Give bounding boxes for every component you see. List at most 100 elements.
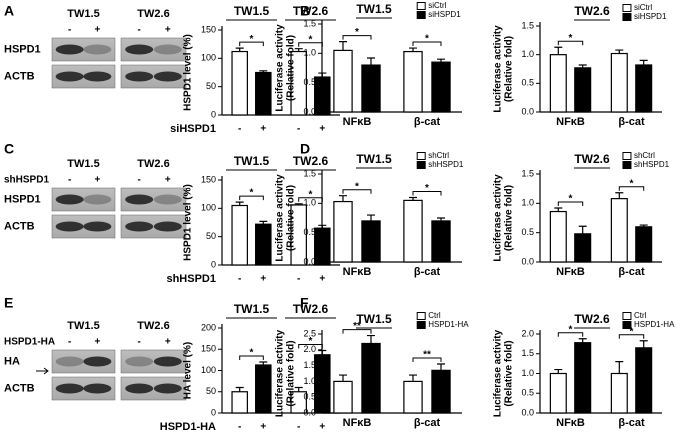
legend-label: siHSPD1 — [634, 12, 667, 21]
panel-label: B — [300, 3, 310, 19]
blot-sign: - — [68, 175, 71, 186]
panel-label: F — [300, 295, 309, 311]
error-bar — [339, 374, 347, 382]
error-bar — [615, 361, 624, 374]
y-tick-label: 1.0 — [521, 198, 534, 208]
bar — [255, 71, 272, 116]
bar — [403, 50, 423, 113]
significance-label: * — [630, 178, 634, 189]
blot-band — [83, 221, 112, 232]
y-tick-label: 1.0 — [303, 198, 316, 208]
significance-bracket — [618, 334, 645, 339]
blot-band — [153, 71, 182, 82]
x-tick-label: β-cat — [618, 116, 645, 128]
error-bar — [615, 49, 624, 54]
x-sign: - — [297, 422, 300, 433]
legend-swatch — [622, 321, 632, 329]
panel-label: E — [4, 295, 13, 311]
chart-title: TW1.5 — [356, 312, 392, 326]
blot-sign: + — [94, 175, 100, 186]
blot-band — [153, 383, 182, 394]
y-tick-label: 0.5 — [303, 77, 316, 87]
y-tick-label: 2.5 — [303, 328, 316, 338]
error-bar — [259, 70, 268, 73]
blot-treatment: shHSPD1 — [4, 175, 49, 186]
x-axis-label: siHSPD1 — [170, 123, 216, 135]
blot-band — [83, 383, 112, 394]
bar — [635, 347, 653, 414]
y-tick-label: 150 — [201, 174, 216, 184]
significance-bracket — [342, 329, 372, 334]
chart-title: TW2.6 — [574, 152, 610, 166]
error-bar — [437, 217, 445, 221]
significance-label: * — [250, 34, 254, 45]
blot-row-label: HSPD1 — [4, 43, 41, 55]
x-sign: - — [238, 124, 241, 135]
x-tick-label: NFκB — [343, 266, 372, 278]
y-tick-label: 1.5 — [303, 18, 316, 28]
error-bar — [554, 368, 563, 374]
y-axis-label: (Relative fold) — [504, 185, 515, 251]
x-sign: + — [319, 422, 325, 433]
blot-band — [83, 194, 112, 205]
bar — [431, 61, 451, 113]
y-axis-label: Luciferase activity — [493, 174, 504, 262]
chart-title: TW1.5 — [356, 2, 392, 16]
legend-swatch — [416, 161, 426, 169]
x-sign: - — [297, 274, 300, 285]
legend-swatch — [622, 152, 632, 160]
legend-label: shCtrl — [428, 151, 449, 160]
blot-image — [120, 37, 187, 62]
y-tick-label: 0.5 — [521, 227, 534, 237]
blot-header: TW2.6 — [137, 8, 169, 20]
legend-label: siHSPD1 — [428, 10, 461, 19]
blot-header: TW1.5 — [67, 320, 99, 332]
blot-band — [55, 383, 84, 394]
blot-band — [55, 44, 84, 55]
blot-row-label: ACTB — [4, 220, 35, 232]
y-tick-label: 0.0 — [303, 106, 316, 116]
blot-header: TW1.5 — [67, 158, 99, 170]
x-sign: + — [260, 422, 266, 433]
y-tick-label: 1.5 — [521, 20, 534, 30]
legend-swatch — [416, 312, 426, 320]
y-tick-label: 100 — [201, 53, 216, 63]
chart-title: TW2.6 — [574, 312, 610, 326]
blot-sign: + — [165, 25, 171, 36]
significance-bracket — [412, 357, 442, 363]
blot-header: TW2.6 — [137, 158, 169, 170]
bar — [333, 49, 353, 113]
x-tick-label: β-cat — [414, 116, 441, 128]
blot-band — [55, 71, 84, 82]
y-tick-label: 0.5 — [521, 388, 534, 398]
y-axis-label: Luciferase activity — [275, 174, 286, 262]
y-tick-label: 1.0 — [521, 49, 534, 59]
significance-label: * — [569, 194, 573, 205]
legend-swatch — [622, 4, 632, 12]
y-tick-label: 1.0 — [521, 368, 534, 378]
bar — [549, 54, 567, 113]
bar — [255, 223, 272, 266]
error-bar — [409, 196, 417, 201]
bar — [361, 342, 381, 414]
x-tick-label: β-cat — [414, 266, 441, 278]
blot-image — [120, 376, 187, 401]
bar — [231, 204, 248, 266]
y-tick-label: 0 — [211, 259, 216, 269]
blot-row-label: HSPD1 — [4, 193, 41, 205]
error-bar — [615, 192, 624, 199]
y-tick-label: 1.5 — [521, 348, 534, 358]
legend-label: HSPD1-HA — [428, 320, 469, 329]
y-tick-label: 2.0 — [303, 344, 316, 354]
group-header: TW2.6 — [293, 154, 329, 168]
blot-header: TW1.5 — [67, 8, 99, 20]
y-tick-label: 0 — [211, 109, 216, 119]
significance-bracket — [412, 190, 442, 196]
y-axis-label: Luciferase activity — [275, 24, 286, 112]
x-tick-label: NFκB — [556, 116, 585, 128]
blot-image — [120, 349, 187, 374]
error-bar — [235, 47, 244, 52]
significance-bracket — [239, 195, 264, 201]
y-axis-label: (Relative fold) — [286, 185, 297, 251]
